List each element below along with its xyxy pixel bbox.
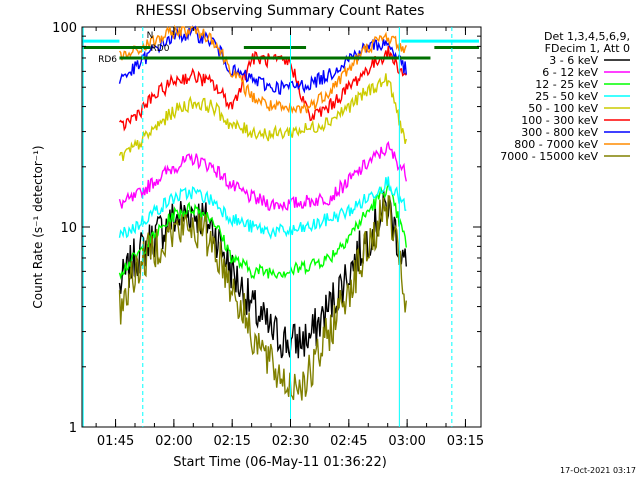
- series-line-3: [118, 183, 407, 280]
- legend-label-5: 50 - 100 keV: [528, 102, 598, 115]
- legend-label-2: 6 - 12 keV: [542, 66, 598, 79]
- series-line-9: [118, 195, 407, 401]
- legend-label-8: 800 - 7000 keV: [514, 138, 598, 151]
- series-line-2: [118, 140, 407, 212]
- series-line-4: [118, 176, 407, 240]
- legend-label-3: 12 - 25 keV: [535, 78, 598, 91]
- y-tick-label-2: 10: [60, 221, 77, 236]
- legend-label-1: 3 - 6 keV: [549, 54, 598, 67]
- x-tick-label-7: 03:15: [447, 434, 484, 449]
- x-tick-label-5: 02:45: [330, 434, 367, 449]
- series-line-8: [118, 24, 407, 115]
- x-tick-label-6: 03:00: [388, 434, 425, 449]
- legend-label-6: 100 - 300 keV: [521, 114, 598, 127]
- y-axis-title: Count Rate (s⁻¹ detector⁻¹): [31, 145, 45, 308]
- legend-header-line-2: FDecim 1, Att 0: [545, 42, 630, 55]
- generation-timestamp: 17-Oct-2021 03:17: [560, 466, 636, 475]
- legend-label-4: 25 - 50 keV: [535, 90, 598, 103]
- x-tick-label-1: 01:45: [97, 434, 134, 449]
- series-line-6: [118, 46, 407, 132]
- y-tick-label-3: 100: [52, 21, 77, 36]
- series-line-5: [118, 73, 407, 162]
- x-axis-title: Start Time (06-May-11 01:36:22): [173, 455, 387, 470]
- annotation-n-label: N: [147, 31, 154, 41]
- legend: Det 1,3,4,5,6,9, FDecim 1, Att 0 3 - 6 k…: [500, 30, 630, 163]
- y-tick-label-1: 1: [69, 421, 77, 436]
- legend-label-7: 300 - 800 keV: [521, 126, 598, 139]
- legend-label-9: 7000 - 15000 keV: [500, 150, 598, 163]
- axis-layer: 01:45 02:00 02:15 02:30 02:45 03:00 03:15 1 10 10…: [52, 21, 484, 449]
- annotation-rd0-label: RD0: [151, 44, 170, 54]
- x-tick-label-2: 02:00: [155, 434, 192, 449]
- chart-title: RHESSI Observing Summary Count Rates: [136, 3, 425, 19]
- series-layer: [118, 24, 407, 401]
- annotation-rd6-label: RD6: [98, 55, 117, 65]
- legend-header-line-1: Det 1,3,4,5,6,9,: [544, 30, 630, 43]
- overlay-layer: N RD0 RD6: [82, 27, 479, 427]
- x-tick-label-3: 02:15: [213, 434, 250, 449]
- x-tick-label-4: 02:30: [272, 434, 309, 449]
